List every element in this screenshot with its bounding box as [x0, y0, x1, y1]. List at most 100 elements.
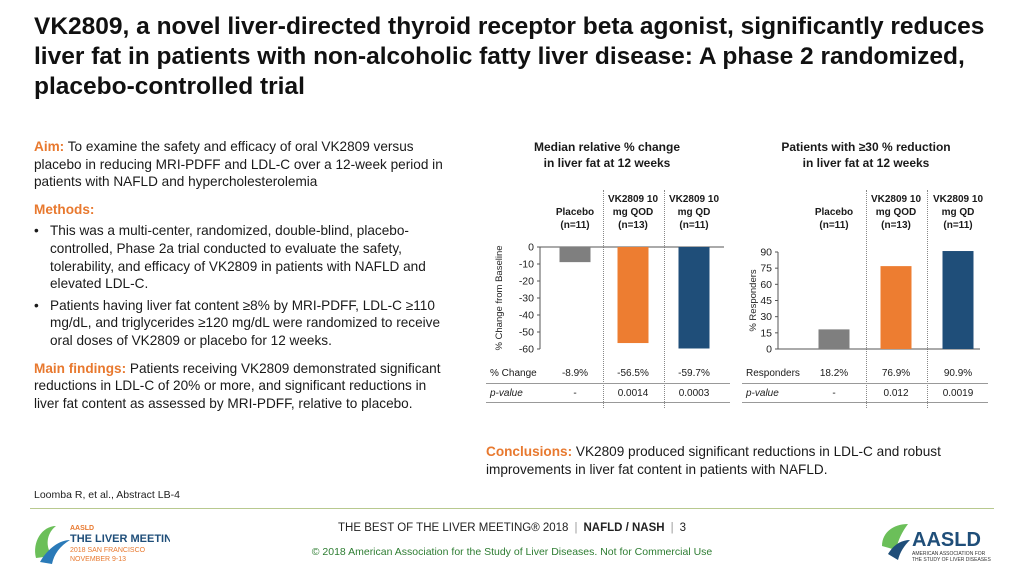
- chart1-table-label-1: % Change: [490, 368, 537, 379]
- chart1-category-line: (n=13): [618, 220, 648, 231]
- chart2-table-rule: [742, 402, 988, 403]
- chart1-category-line: Placebo: [555, 207, 595, 218]
- chart2-table-rule: [742, 383, 988, 384]
- chart1-tick-label: 0: [528, 242, 534, 254]
- chart1-category-line: (n=11): [679, 220, 709, 231]
- chart2-table-label-2: p-value: [746, 388, 779, 399]
- chart2-table-cell: 18.2%: [819, 368, 849, 379]
- chart1-title: Median relative % change in liver fat at…: [492, 139, 722, 171]
- chart1-table-rule: [486, 402, 730, 403]
- chart1-category-line: VK2809 10: [668, 194, 720, 205]
- chart1-category-line: (n=11): [560, 220, 590, 231]
- footer-page-number: 3: [679, 522, 686, 534]
- chart1-table-cell: -56.5%: [617, 368, 649, 379]
- liver-meeting-logo: AASLD THE LIVER MEETING® 2018 SAN FRANCI…: [35, 525, 170, 564]
- methods-label: Methods:: [34, 201, 95, 217]
- chart2-y-axis-label: % Responders: [748, 269, 759, 332]
- footer-meeting: THE BEST OF THE LIVER MEETING® 2018: [338, 522, 569, 534]
- chart2-tick-label: 90: [760, 247, 772, 259]
- aasld-logo: AASLD AMERICAN ASSOCIATION FOR THE STUDY…: [882, 524, 991, 563]
- reference-citation: Loomba R, et al., Abstract LB-4: [34, 489, 180, 501]
- chart1-table-cell: -8.9%: [561, 368, 589, 379]
- chart2-table-cell: 0.012: [883, 388, 909, 399]
- chart1-category-line: mg QD: [677, 207, 711, 218]
- chart1-bar-3: [678, 247, 710, 349]
- chart2-title-line2: in liver fat at 12 weeks: [802, 156, 930, 170]
- footer-meeting-line: THE BEST OF THE LIVER MEETING® 2018 | NAFL…: [338, 522, 686, 534]
- footer-divider: [30, 508, 994, 509]
- logo-left-line1: AASLD: [70, 525, 94, 532]
- chart2-category-1: Placebo (n=11): [802, 206, 866, 232]
- chart1-bar-1: [559, 247, 591, 263]
- chart2-tick-label: 45: [760, 295, 772, 307]
- chart2-category-line: (n=13): [881, 220, 911, 231]
- findings-section: Main findings: Patients receiving VK2809…: [34, 360, 454, 413]
- chart1-separator-2: [664, 190, 665, 408]
- conclusions-text: VK2809 produced significant reductions i…: [486, 444, 941, 477]
- chart1-table-rule: [486, 383, 730, 384]
- chart1-table-label-2: p-value: [490, 388, 523, 399]
- chart2-category-line: (n=11): [819, 220, 849, 231]
- chart2-bar-1: [818, 329, 850, 349]
- chart1-category-line: mg QOD: [612, 207, 654, 218]
- slide-title: VK2809, a novel liver-directed thyroid r…: [34, 13, 985, 100]
- aim-label: Aim:: [34, 139, 65, 154]
- chart2-title: Patients with ≥30 % reduction in liver f…: [748, 139, 984, 171]
- chart2-separator-2: [927, 190, 928, 408]
- chart1-table-cell: -59.7%: [678, 368, 710, 379]
- chart1-category-2: VK2809 10 mg QOD (n=13): [601, 193, 665, 232]
- chart2-tick-label: 15: [760, 327, 772, 339]
- footer-topic: NAFLD / NASH: [583, 522, 665, 534]
- chart1-table-cell: 0.0014: [617, 388, 649, 399]
- chart2-bar-2: [880, 266, 912, 349]
- methods-list: This was a multi-center, randomized, dou…: [34, 222, 454, 349]
- chart1-tick-label: -60: [519, 344, 534, 356]
- chart1-tick-label: -10: [519, 259, 534, 271]
- chart2-category-line: mg QOD: [875, 207, 917, 218]
- chart1-separator-1: [603, 190, 604, 408]
- chart1-table-cell: -: [573, 388, 577, 399]
- methods-bullet-2: Patients having liver fat content ≥8% by…: [34, 297, 454, 350]
- chart2-table-label-1: Responders: [746, 368, 800, 379]
- chart2-bar-3: [942, 251, 974, 349]
- chart1-category-1: Placebo (n=11): [543, 206, 607, 232]
- chart1-bar-2: [617, 247, 649, 344]
- chart2-title-line1: Patients with ≥30 % reduction: [781, 140, 951, 154]
- aasld-leaf-icon: [882, 524, 908, 550]
- chart1-category-line: VK2809 10: [607, 194, 659, 205]
- chart1-y-axis-label: % Change from Baseline: [494, 245, 505, 350]
- conclusions-label: Conclusions:: [486, 444, 573, 459]
- findings-text: Patients receiving VK2809 demonstrated s…: [34, 360, 441, 411]
- logo-swirl-icon: [35, 526, 56, 558]
- chart1-title-line2: in liver fat at 12 weeks: [543, 156, 671, 170]
- chart1-table-cell: 0.0003: [678, 388, 710, 399]
- chart2-category-line: Placebo: [814, 207, 854, 218]
- footer-copyright: © 2018 American Association for the Stud…: [311, 546, 713, 558]
- aim-text: To examine the safety and efficacy of or…: [34, 139, 443, 190]
- chart2-category-line: VK2809 10: [932, 194, 984, 205]
- methods-bullet-1: This was a multi-center, randomized, dou…: [34, 222, 454, 292]
- logo-left-line4: NOVEMBER 9-13: [70, 556, 126, 563]
- chart1-category-3: VK2809 10 mg QD (n=11): [662, 193, 726, 232]
- chart2-table-cell: -: [832, 388, 836, 399]
- chart2-tick-label: 60: [760, 279, 772, 291]
- chart2-category-3: VK2809 10 mg QD (n=11): [926, 193, 990, 232]
- left-text-column: Aim: To examine the safety and efficacy …: [34, 138, 454, 422]
- logo-right-line3: THE STUDY OF LIVER DISEASES: [912, 557, 991, 563]
- chart2-category-2: VK2809 10 mg QOD (n=13): [864, 193, 928, 232]
- chart1-tick-label: -20: [519, 276, 534, 288]
- logo-left-line3: 2018 SAN FRANCISCO: [70, 547, 146, 554]
- chart2-table-cell: 76.9%: [881, 368, 911, 379]
- aim-section: Aim: To examine the safety and efficacy …: [34, 138, 454, 191]
- conclusions-section: Conclusions: VK2809 produced significant…: [486, 443, 966, 478]
- chart2-table-cell: 0.0019: [942, 388, 974, 399]
- chart2-separator-1: [866, 190, 867, 408]
- chart2-category-line: VK2809 10: [870, 194, 922, 205]
- chart1-tick-label: -30: [519, 293, 534, 305]
- findings-label: Main findings:: [34, 360, 127, 376]
- chart2-category-line: (n=11): [943, 220, 973, 231]
- chart1-tick-label: -50: [519, 327, 534, 339]
- logo-right-name: AASLD: [912, 529, 981, 551]
- logo-left-line2: THE LIVER MEETING®: [70, 533, 170, 545]
